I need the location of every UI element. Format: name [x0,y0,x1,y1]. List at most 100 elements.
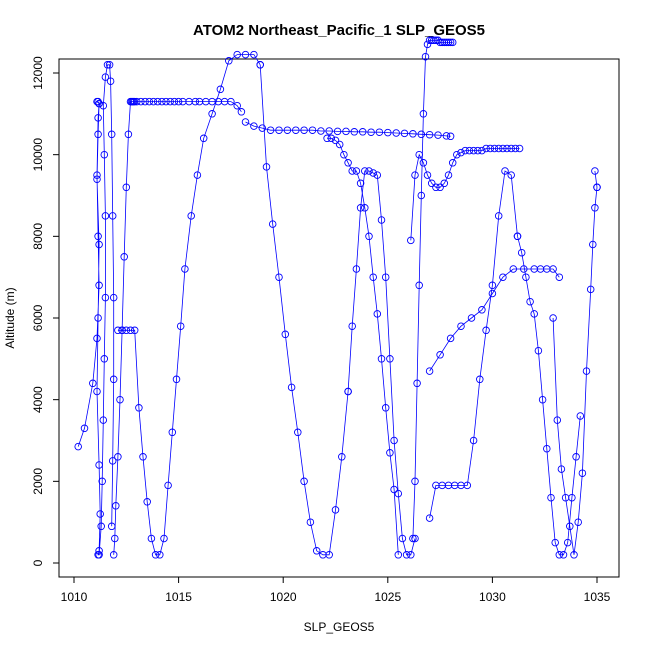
data-point [453,150,461,159]
data-point [106,77,115,85]
data-point [434,131,442,139]
data-point [446,38,455,47]
data-point [559,551,568,559]
data-point [381,273,390,281]
data-point [99,101,108,110]
x-tick-label: 1030 [479,590,506,604]
data-point [333,127,342,136]
data-point [174,97,183,106]
data-point [390,436,398,445]
data-point [591,204,599,212]
data-point [93,334,101,343]
data-point [467,314,476,322]
data-point [153,97,162,106]
data-point [478,306,486,314]
data-point [331,136,340,145]
data-point [361,167,369,175]
data-point [407,551,415,559]
series-line-1 [77,64,115,556]
data-point [499,144,507,153]
data-point [108,457,117,465]
data-point [381,404,390,412]
data-point [130,326,139,335]
data-point [413,379,421,388]
data-point [465,146,474,155]
data-point [444,171,453,179]
data-point [377,216,386,224]
data-point [352,265,361,273]
data-point [241,118,250,126]
series-line-2 [113,101,242,555]
series-line-5 [259,64,349,556]
data-point [586,285,595,294]
data-point [425,514,434,522]
data-point [513,232,522,241]
data-point [392,129,400,137]
series-layer [74,36,601,559]
data-point [124,130,133,139]
data-point [501,167,509,175]
data-point [323,134,331,143]
series-line-10 [429,170,518,519]
data-point [517,248,526,257]
data-point [108,212,117,220]
data-point [141,97,149,106]
data-point [111,534,119,543]
y-tick-label: 12000 [31,56,45,90]
data-point [233,101,241,110]
data-point [172,375,181,384]
data-point [415,281,423,290]
data-point [373,171,382,179]
data-point [237,108,246,116]
data-point [442,132,451,140]
data-point [373,310,382,318]
data-point [566,522,574,531]
data-point [139,453,147,461]
data-point [490,144,499,153]
data-point [258,124,267,132]
data-point [448,38,457,47]
data-point [275,126,283,134]
data-point [116,395,124,404]
data-point [543,444,551,453]
data-point [281,330,290,339]
data-point [100,355,109,363]
data-point [143,498,151,506]
data-point [474,146,482,155]
data-point [95,281,103,290]
data-point [93,171,101,179]
data-point [400,129,409,138]
data-point [312,547,321,555]
data-point [94,314,102,322]
data-point [375,128,384,136]
data-point [93,175,101,183]
data-point [507,171,515,179]
data-point [233,50,241,59]
data-point [386,355,394,363]
data-point [436,351,444,359]
data-point [356,204,365,212]
x-tick-label: 1035 [584,590,611,604]
y-tick-label: 2000 [31,468,45,495]
data-point [457,148,465,157]
data-point [369,273,377,281]
data-point [112,502,120,510]
data-point [344,387,352,396]
data-point [365,167,373,175]
data-point [122,326,131,335]
data-point [423,171,432,179]
data-point [327,134,336,143]
data-point [444,38,453,47]
data-point [166,97,174,106]
data-point [283,126,292,134]
x-tick-label: 1025 [374,590,401,604]
data-point [509,265,518,273]
data-point [384,128,392,137]
data-point [168,428,177,437]
data-point [469,146,478,155]
data-point [96,510,104,518]
data-point [398,534,407,543]
series-line-6 [347,170,416,556]
data-point [114,453,122,461]
